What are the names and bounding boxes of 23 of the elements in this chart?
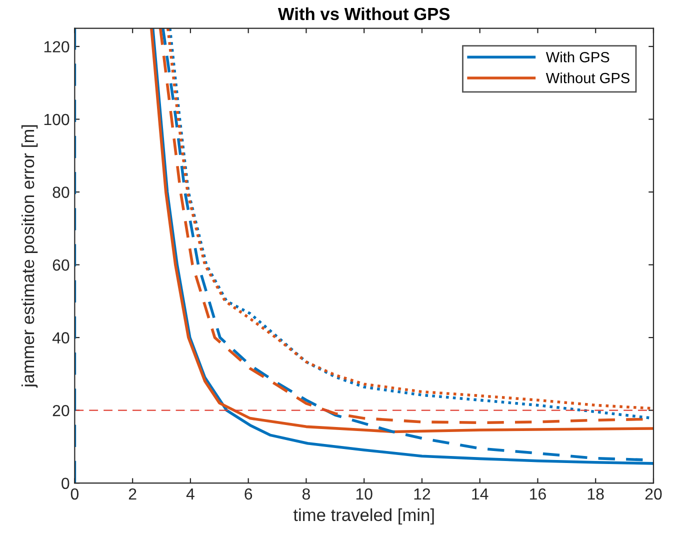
x-tick-label: 8 <box>302 488 310 500</box>
x-tick-label: 20 <box>645 488 662 500</box>
x-tick-label: 12 <box>414 488 430 500</box>
y-tick-label: 20 <box>52 404 70 416</box>
y-tick-label: 40 <box>52 332 70 344</box>
y-tick-label: 0 <box>62 478 70 490</box>
legend-label: With GPS <box>546 52 610 62</box>
x-tick-label: 10 <box>356 488 372 500</box>
x-tick-label: 0 <box>70 488 79 500</box>
y-axis-title: jammer estimate position error [m] <box>21 125 38 388</box>
x-tick-label: 4 <box>186 488 194 500</box>
x-tick-label: 16 <box>530 488 546 500</box>
x-tick-label: 2 <box>128 488 136 500</box>
chart-title: With vs Without GPS <box>278 7 450 20</box>
y-tick-label: 100 <box>44 114 70 126</box>
x-axis-title: time traveled [min] <box>293 508 434 525</box>
y-tick-label: 120 <box>44 41 70 52</box>
legend-label: Without GPS <box>546 72 630 84</box>
x-tick-label: 18 <box>588 488 604 500</box>
x-tick-label: 6 <box>244 488 252 500</box>
x-tick-label: 14 <box>472 488 488 500</box>
y-tick-label: 60 <box>52 259 70 271</box>
y-tick-label: 80 <box>52 186 70 198</box>
